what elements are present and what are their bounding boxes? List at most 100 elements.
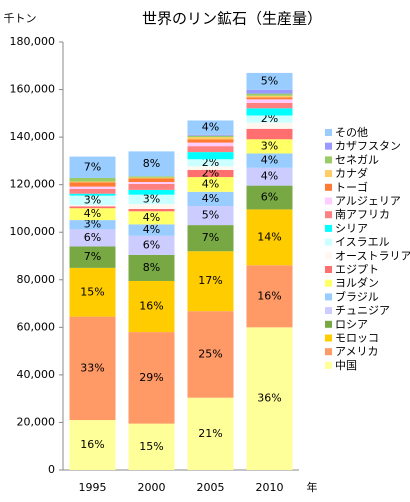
segment-label: 36% — [257, 392, 281, 405]
legend-swatch — [325, 156, 332, 164]
bar-segment — [246, 89, 293, 94]
y-tick-label: 100,000 — [10, 225, 56, 238]
bar-segment — [128, 183, 175, 190]
legend-swatch — [325, 307, 332, 315]
bar-segment — [69, 267, 116, 317]
bar-segment — [246, 327, 293, 470]
legend-label: カザフスタン — [335, 140, 401, 153]
bar-segment — [69, 205, 116, 207]
bar-segment — [128, 178, 175, 183]
bar-segment — [69, 420, 116, 470]
segment-label: 33% — [80, 361, 104, 374]
legend-label: カナダ — [335, 166, 368, 180]
legend-label: ヨルダン — [335, 276, 379, 290]
bar-segment — [187, 134, 234, 136]
bar-segment — [69, 195, 116, 206]
legend-label: オーストラリア — [335, 249, 410, 262]
y-tick-label: 140,000 — [10, 130, 56, 143]
bar-segment — [187, 166, 234, 170]
y-tick-label: 60,000 — [17, 320, 56, 333]
segment-label: 8% — [143, 157, 160, 170]
bar-segment — [246, 108, 293, 116]
bar-segment — [128, 332, 175, 424]
segment-label: 4% — [202, 177, 219, 190]
bar-segment — [187, 120, 234, 135]
bar-segment — [187, 135, 234, 138]
segment-label: 16% — [139, 300, 163, 313]
segment-label: 3% — [261, 139, 278, 152]
bar-segment — [69, 188, 116, 194]
legend-swatch — [325, 224, 332, 232]
legend-label: エジプト — [335, 263, 379, 276]
legend-swatch — [325, 252, 332, 260]
segment-label: 3% — [84, 218, 101, 231]
y-tick-label: 20,000 — [17, 415, 56, 428]
legend-label: ブラジル — [335, 289, 379, 303]
legend-swatch — [325, 142, 332, 150]
legend-swatch — [325, 320, 332, 328]
segment-label: 4% — [261, 170, 278, 183]
y-tick-label: 180,000 — [10, 35, 56, 48]
bar-segment — [69, 178, 116, 182]
bar-segment — [187, 206, 234, 226]
legend-swatch — [325, 129, 332, 136]
bar-segment — [187, 146, 234, 153]
segment-label: 15% — [139, 440, 163, 453]
bar-segment — [69, 229, 116, 247]
bar-segment — [187, 169, 234, 178]
x-tick-label: 2000 — [138, 481, 166, 494]
segment-label: 5% — [261, 74, 278, 87]
legend-label: チュニジア — [335, 304, 390, 317]
legend-label: セネガル — [335, 153, 379, 166]
bar-segment — [246, 122, 293, 129]
segment-label: 3% — [84, 193, 101, 206]
bar-segment — [246, 209, 293, 266]
segment-label: 6% — [84, 231, 101, 244]
legend-label: アメリカ — [335, 345, 378, 358]
bar-segment — [69, 181, 116, 183]
bar-segment — [246, 102, 293, 109]
bar-segment — [246, 72, 293, 90]
bar-segment — [187, 152, 234, 160]
bar-segment — [246, 99, 293, 103]
bar-segment — [128, 423, 175, 470]
segment-label: 4% — [84, 207, 101, 220]
bar-segment — [187, 177, 234, 192]
bar-segment — [128, 208, 175, 212]
bar-segment — [187, 397, 234, 470]
bar-segment — [128, 194, 175, 205]
bar-segment — [128, 151, 175, 177]
segment-label: 4% — [143, 223, 160, 236]
bar-segment — [69, 206, 116, 209]
segment-label: 5% — [202, 209, 219, 222]
segment-label: 7% — [84, 250, 101, 263]
segment-label: 4% — [143, 211, 160, 224]
legend-label: ロシア — [335, 318, 368, 331]
legend-swatch — [325, 348, 332, 356]
legend-label: アルジェリア — [335, 195, 401, 208]
y-tick-label: 40,000 — [17, 368, 56, 381]
bar-segment — [128, 235, 175, 255]
segment-label: 16% — [257, 289, 281, 302]
bar-segment — [246, 167, 293, 186]
legend-label: トーゴ — [335, 180, 368, 194]
bar-segment — [69, 208, 116, 221]
bar-segment — [69, 186, 116, 189]
segment-label: 15% — [80, 285, 104, 298]
x-tick-label: 1995 — [79, 481, 107, 494]
segment-label: 4% — [202, 121, 219, 134]
legend-swatch — [325, 238, 332, 246]
legend-swatch — [325, 279, 332, 287]
legend-label: 中国 — [335, 359, 357, 372]
legend-swatch — [325, 197, 332, 205]
legend-label: イスラエル — [335, 236, 390, 249]
segment-label: 14% — [257, 230, 281, 243]
bar-segment — [69, 193, 116, 196]
segment-label: 17% — [198, 274, 222, 287]
bar-segment — [128, 211, 175, 225]
bar-segment — [187, 142, 234, 147]
segment-label: 4% — [261, 154, 278, 167]
segment-label: 16% — [80, 438, 104, 451]
bar-segment — [128, 182, 175, 184]
